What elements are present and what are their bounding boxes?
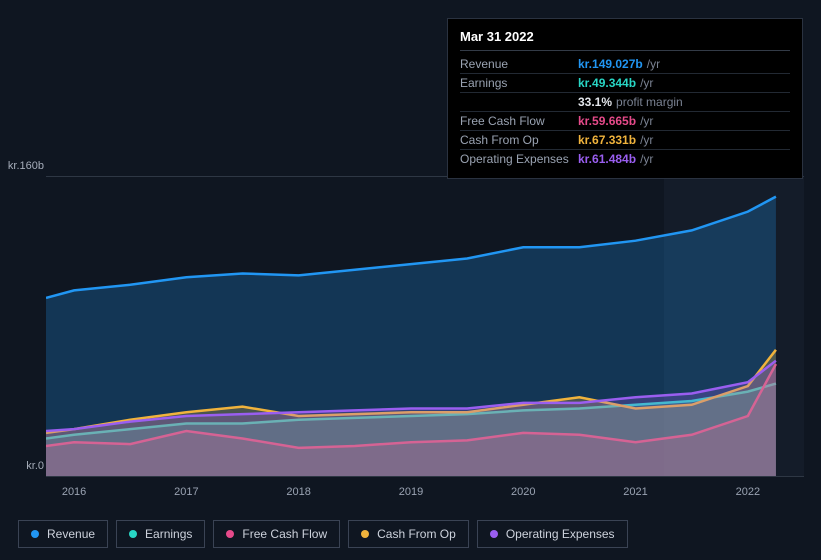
tooltip-label: Revenue <box>460 57 578 71</box>
legend-dot-icon <box>226 530 234 538</box>
x-label-2020: 2020 <box>511 486 535 498</box>
x-label-2017: 2017 <box>174 486 198 498</box>
tooltip-row: .33.1%profit margin <box>460 93 790 112</box>
legend-label: Revenue <box>47 527 95 541</box>
tooltip-row: Operating Expenseskr.61.484b/yr <box>460 150 790 168</box>
tooltip-date: Mar 31 2022 <box>460 29 790 51</box>
tooltip-unit: /yr <box>640 152 653 166</box>
x-label-2016: 2016 <box>62 486 86 498</box>
tooltip-unit: /yr <box>647 57 660 71</box>
tooltip-label: Operating Expenses <box>460 152 578 166</box>
legend-dot-icon <box>31 530 39 538</box>
tooltip-row: Cash From Opkr.67.331b/yr <box>460 131 790 150</box>
tooltip-value: kr.61.484b <box>578 152 636 166</box>
legend: Revenue Earnings Free Cash Flow Cash From O… <box>18 520 628 548</box>
x-label-2018: 2018 <box>286 486 310 498</box>
y-label-top: kr.160b <box>8 160 44 172</box>
tooltip-value: kr.67.331b <box>578 133 636 147</box>
line-chart <box>46 176 804 476</box>
x-label-2019: 2019 <box>399 486 423 498</box>
tooltip-label: Earnings <box>460 76 578 90</box>
legend-item-earnings[interactable]: Earnings <box>116 520 205 548</box>
legend-item-cfo[interactable]: Cash From Op <box>348 520 469 548</box>
tooltip-unit: /yr <box>640 114 653 128</box>
legend-dot-icon <box>490 530 498 538</box>
legend-label: Operating Expenses <box>506 527 615 541</box>
tooltip-row: Free Cash Flowkr.59.665b/yr <box>460 112 790 131</box>
tooltip-unit: /yr <box>640 133 653 147</box>
tooltip-value: kr.59.665b <box>578 114 636 128</box>
tooltip-value: kr.49.344b <box>578 76 636 90</box>
y-label-bottom: kr.0 <box>26 460 44 472</box>
legend-item-opex[interactable]: Operating Expenses <box>477 520 628 548</box>
tooltip-label: Cash From Op <box>460 133 578 147</box>
legend-label: Free Cash Flow <box>242 527 327 541</box>
tooltip-label: Free Cash Flow <box>460 114 578 128</box>
x-label-2022: 2022 <box>736 486 760 498</box>
legend-dot-icon <box>361 530 369 538</box>
tooltip-row: Earningskr.49.344b/yr <box>460 74 790 93</box>
tooltip-unit: profit margin <box>616 95 683 109</box>
tooltip-row: Revenuekr.149.027b/yr <box>460 55 790 74</box>
legend-label: Earnings <box>145 527 192 541</box>
tooltip-value: 33.1% <box>578 95 612 109</box>
x-label-2021: 2021 <box>623 486 647 498</box>
legend-label: Cash From Op <box>377 527 456 541</box>
gridline-bottom <box>46 476 804 477</box>
tooltip-panel: Mar 31 2022 Revenuekr.149.027b/yrEarning… <box>447 18 803 179</box>
legend-item-fcf[interactable]: Free Cash Flow <box>213 520 340 548</box>
tooltip-value: kr.149.027b <box>578 57 643 71</box>
tooltip-unit: /yr <box>640 76 653 90</box>
legend-dot-icon <box>129 530 137 538</box>
legend-item-revenue[interactable]: Revenue <box>18 520 108 548</box>
